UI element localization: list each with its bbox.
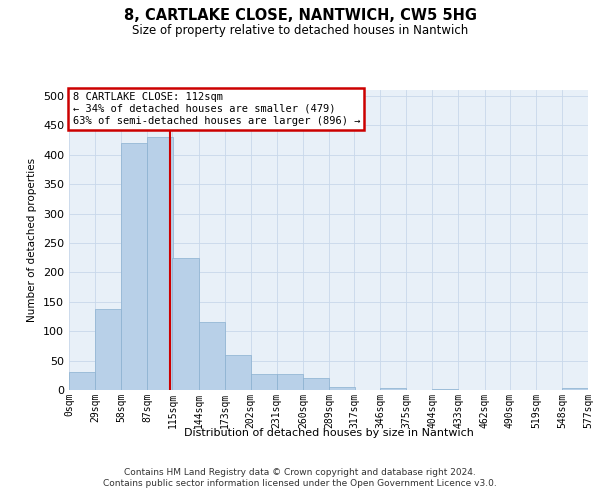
Text: Distribution of detached houses by size in Nantwich: Distribution of detached houses by size …	[184, 428, 474, 438]
Text: 8 CARTLAKE CLOSE: 112sqm
← 34% of detached houses are smaller (479)
63% of semi-: 8 CARTLAKE CLOSE: 112sqm ← 34% of detach…	[73, 92, 360, 126]
Bar	[224, 354, 251, 390]
Bar	[433, 389, 458, 390]
Bar	[277, 374, 303, 390]
Bar	[95, 309, 121, 390]
Bar	[329, 387, 355, 390]
Bar	[147, 137, 173, 390]
Bar	[69, 372, 95, 390]
Bar	[303, 378, 329, 390]
Bar	[251, 374, 277, 390]
Bar	[172, 258, 199, 390]
Y-axis label: Number of detached properties: Number of detached properties	[28, 158, 37, 322]
Text: Contains HM Land Registry data © Crown copyright and database right 2024.
Contai: Contains HM Land Registry data © Crown c…	[103, 468, 497, 487]
Text: Size of property relative to detached houses in Nantwich: Size of property relative to detached ho…	[132, 24, 468, 37]
Bar	[562, 388, 588, 390]
Bar	[380, 388, 406, 390]
Bar	[121, 143, 147, 390]
Bar	[199, 322, 224, 390]
Text: 8, CARTLAKE CLOSE, NANTWICH, CW5 5HG: 8, CARTLAKE CLOSE, NANTWICH, CW5 5HG	[124, 8, 476, 22]
